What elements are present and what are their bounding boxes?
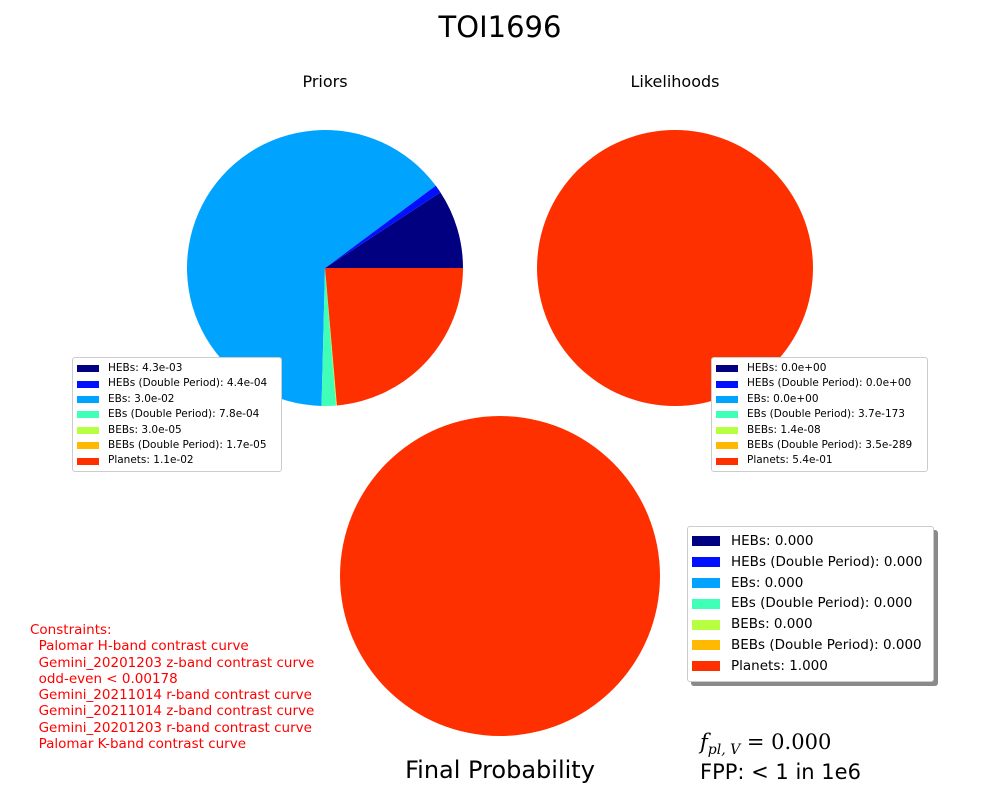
- pie-slice-hebs: [325, 192, 463, 268]
- final-probability-title: Final Probability: [405, 756, 595, 784]
- fpl-subscript: pl, V: [707, 742, 741, 758]
- legend-entry-hebs-double-period: HEBs (Double Period): 0.0e+00: [716, 376, 921, 391]
- legend-entry-bebs: BEBs: 3.0e-05: [77, 423, 275, 438]
- legend-entry-planets: Planets: 1.000: [692, 656, 925, 677]
- legend-entry-ebs: EBs: 0.0e+00: [716, 392, 921, 407]
- legend-entry-ebs: EBs: 0.000: [692, 573, 925, 594]
- legend-label: HEBs (Double Period): 0.0e+00: [747, 377, 912, 390]
- legend-label: EBs: 3.0e-02: [108, 392, 175, 405]
- legend-entry-bebs-double-period: BEBs (Double Period): 0.000: [692, 635, 925, 656]
- legend-entry-ebs-double-period: EBs (Double Period): 3.7e-173: [716, 407, 921, 422]
- constraint-line: Gemini_20201203 z-band contrast curve: [30, 654, 315, 671]
- legend-label: EBs: 0.000: [731, 574, 804, 591]
- legend-entry-bebs-double-period: BEBs (Double Period): 1.7e-05: [77, 438, 275, 453]
- legend-entry-ebs-double-period: EBs (Double Period): 0.000: [692, 593, 925, 614]
- legend-swatch: [77, 365, 99, 373]
- legend-swatch: [77, 395, 99, 403]
- legend-entry-ebs-double-period: EBs (Double Period): 7.8e-04: [77, 407, 275, 422]
- legend-swatch: [692, 661, 720, 672]
- legend-swatch: [692, 640, 720, 651]
- legend-entry-hebs: HEBs: 4.3e-03: [77, 361, 275, 376]
- legend-label: BEBs: 1.4e-08: [747, 423, 821, 436]
- pie-slice-ebs-double-period: [321, 268, 337, 406]
- legend-label: HEBs: 0.0e+00: [747, 362, 827, 374]
- legend-entry-hebs: HEBs: 0.000: [692, 531, 925, 552]
- constraint-line: Gemini_20211014 r-band contrast curve: [30, 687, 312, 704]
- legend-swatch: [692, 536, 720, 547]
- legend-label: BEBs (Double Period): 3.5e-289: [747, 438, 913, 451]
- legend-entry-bebs-double-period: BEBs (Double Period): 3.5e-289: [716, 438, 921, 453]
- legend-swatch: [692, 598, 720, 609]
- pie-slice-bebs-double-period: [325, 268, 337, 406]
- legend-swatch: [692, 557, 720, 568]
- legend-entry-hebs-double-period: HEBs (Double Period): 0.000: [692, 552, 925, 573]
- legend-label: HEBs: 4.3e-03: [108, 362, 183, 374]
- constraints-list: Palomar H-band contrast curve Gemini_202…: [30, 638, 315, 753]
- priors-legend: HEBs: 4.3e-03 HEBs (Double Period): 4.4e-…: [72, 357, 282, 472]
- legend-swatch: [716, 365, 738, 373]
- constraint-line: Palomar K-band contrast curve: [30, 736, 247, 753]
- final-probability-legend: HEBs: 0.000 HEBs (Double Period): 0.000 EB…: [687, 526, 934, 682]
- constraints-heading: Constraints:: [30, 622, 112, 638]
- legend-label: EBs: 0.0e+00: [747, 392, 819, 405]
- constraint-line: Gemini_20201203 r-band contrast curve: [30, 719, 312, 736]
- constraint-line: Gemini_20211014 z-band contrast curve: [30, 703, 315, 720]
- legend-swatch: [716, 442, 738, 450]
- pie-slice-planets: [340, 416, 660, 736]
- legend-label: HEBs (Double Period): 4.4e-04: [108, 377, 268, 390]
- legend-label: BEBs: 0.000: [731, 616, 813, 633]
- legend-swatch: [77, 380, 99, 388]
- fpl-value: fpl, V = 0.000: [700, 730, 831, 758]
- pie-slice-ebs: [187, 130, 436, 406]
- fpl-number: = 0.000: [740, 730, 832, 754]
- legend-entry-bebs: BEBs: 0.000: [692, 614, 925, 635]
- priors-title: Priors: [302, 72, 348, 91]
- pie-slice-planets: [325, 268, 463, 406]
- constraint-line: Palomar H-band contrast curve: [30, 638, 249, 655]
- legend-swatch: [716, 395, 738, 403]
- priors-pie: [187, 130, 463, 406]
- legend-swatch: [77, 442, 99, 450]
- legend-label: BEBs: 3.0e-05: [108, 423, 182, 436]
- legend-entry-ebs: EBs: 3.0e-02: [77, 392, 275, 407]
- legend-entry-planets: Planets: 5.4e-01: [716, 453, 921, 468]
- legend-entry-hebs: HEBs: 0.0e+00: [716, 361, 921, 376]
- legend-swatch: [716, 411, 738, 419]
- chart-title: TOI1696: [438, 10, 562, 44]
- legend-swatch: [692, 619, 720, 630]
- legend-swatch: [77, 426, 99, 434]
- legend-swatch: [716, 426, 738, 434]
- legend-swatch: [716, 457, 738, 465]
- legend-label: Planets: 5.4e-01: [747, 454, 833, 467]
- legend-swatch: [692, 577, 720, 588]
- constraints-block: Constraints: Palomar H-band contrast cur…: [30, 622, 314, 752]
- fpl-symbol: f: [700, 730, 708, 754]
- legend-label: BEBs (Double Period): 0.000: [731, 636, 922, 653]
- legend-entry-hebs-double-period: HEBs (Double Period): 4.4e-04: [77, 376, 275, 391]
- likelihoods-pie: [537, 130, 813, 406]
- constraint-line: odd-even < 0.00178: [30, 670, 178, 687]
- legend-label: HEBs: 0.000: [731, 533, 814, 549]
- pie-slice-hebs-double-period: [325, 185, 441, 268]
- legend-entry-bebs: BEBs: 1.4e-08: [716, 423, 921, 438]
- fpp-text: FPP: < 1 in 1e6: [700, 760, 861, 784]
- pie-slice-bebs: [325, 268, 337, 406]
- legend-label: BEBs (Double Period): 1.7e-05: [108, 438, 267, 451]
- pie-slice-planets: [537, 130, 813, 406]
- legend-swatch: [716, 380, 738, 388]
- legend-label: EBs (Double Period): 7.8e-04: [108, 408, 260, 421]
- likelihoods-title: Likelihoods: [630, 72, 720, 91]
- likelihoods-legend: HEBs: 0.0e+00 HEBs (Double Period): 0.0e+…: [711, 357, 928, 472]
- legend-label: EBs (Double Period): 0.000: [731, 595, 913, 612]
- legend-label: Planets: 1.1e-02: [108, 454, 194, 467]
- legend-swatch: [77, 457, 99, 465]
- legend-entry-planets: Planets: 1.1e-02: [77, 453, 275, 468]
- legend-label: HEBs (Double Period): 0.000: [731, 553, 923, 570]
- final-probability-pie: [340, 416, 660, 736]
- legend-swatch: [77, 411, 99, 419]
- legend-label: Planets: 1.000: [731, 657, 828, 674]
- legend-label: EBs (Double Period): 3.7e-173: [747, 408, 905, 421]
